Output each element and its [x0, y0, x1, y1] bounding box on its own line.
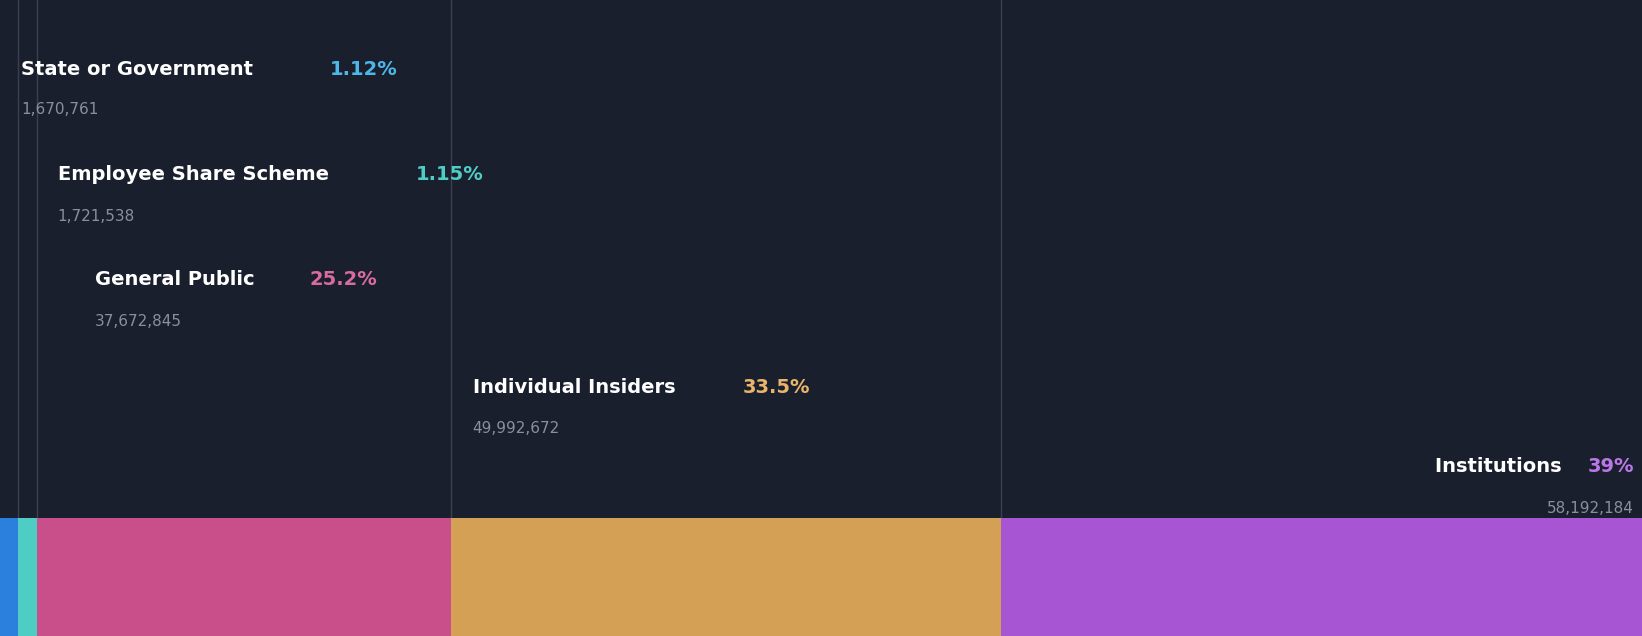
Text: 1,670,761: 1,670,761: [21, 102, 99, 117]
Text: State or Government: State or Government: [21, 60, 259, 80]
Bar: [0, 518, 18, 636]
Text: 39%: 39%: [1588, 457, 1634, 476]
Text: General Public: General Public: [95, 270, 261, 289]
Text: 49,992,672: 49,992,672: [473, 421, 560, 436]
Text: 1,721,538: 1,721,538: [57, 209, 135, 224]
Text: 33.5%: 33.5%: [742, 378, 810, 397]
Text: 25.2%: 25.2%: [309, 270, 378, 289]
Text: Employee Share Scheme: Employee Share Scheme: [57, 165, 335, 184]
Bar: [452, 518, 1002, 636]
Text: 1.15%: 1.15%: [415, 165, 484, 184]
Bar: [1002, 518, 1642, 636]
Text: 58,192,184: 58,192,184: [1547, 501, 1634, 516]
Bar: [38, 518, 452, 636]
Text: 1.12%: 1.12%: [330, 60, 397, 80]
Bar: [18, 518, 38, 636]
Text: Institutions: Institutions: [1435, 457, 1568, 476]
Text: Individual Insiders: Individual Insiders: [473, 378, 681, 397]
Text: 37,672,845: 37,672,845: [95, 314, 182, 329]
